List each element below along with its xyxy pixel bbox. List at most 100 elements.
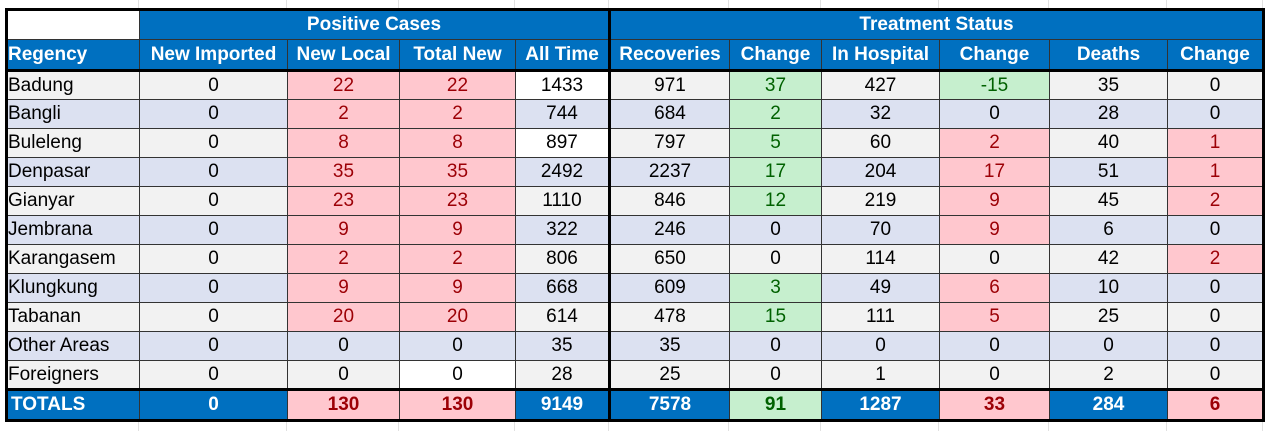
regency-cell[interactable]: Badung xyxy=(5,70,140,100)
total-new-cell[interactable]: 0 xyxy=(399,331,516,361)
total-new-cell[interactable]: 23 xyxy=(399,186,516,216)
col-header-in-hospital[interactable]: In Hospital xyxy=(821,39,940,72)
totals-label[interactable]: TOTALS xyxy=(5,388,140,422)
total-new-cell[interactable]: 9 xyxy=(399,215,516,245)
new-imported-cell[interactable]: 0 xyxy=(139,99,288,129)
total-new-cell[interactable]: 9 xyxy=(399,273,516,303)
recoveries-change-cell[interactable]: 0 xyxy=(729,244,822,274)
regency-cell[interactable]: Bangli xyxy=(5,99,140,129)
new-local-cell[interactable]: 9 xyxy=(287,273,400,303)
deaths-change-cell[interactable]: 2 xyxy=(1167,186,1265,216)
total-new-cell[interactable]: 35 xyxy=(399,157,516,187)
hospital-change-cell[interactable]: 9 xyxy=(939,215,1050,245)
col-header-regency[interactable]: Regency xyxy=(5,39,140,72)
new-imported-cell[interactable]: 0 xyxy=(139,70,288,100)
col-header-all-time[interactable]: All Time xyxy=(515,39,611,72)
deaths-change-cell[interactable]: 0 xyxy=(1167,99,1265,129)
col-header-new-imported[interactable]: New Imported xyxy=(139,39,288,72)
total-new-cell[interactable]: 2 xyxy=(399,99,516,129)
deaths-cell[interactable]: 0 xyxy=(1049,331,1168,361)
col-header-deaths[interactable]: Deaths xyxy=(1049,39,1168,72)
recoveries-cell[interactable]: 846 xyxy=(609,186,730,216)
new-imported-cell[interactable]: 0 xyxy=(139,244,288,274)
totals-deaths-change[interactable]: 6 xyxy=(1167,388,1265,422)
regency-cell[interactable]: Jembrana xyxy=(5,215,140,245)
deaths-cell[interactable]: 2 xyxy=(1049,360,1168,390)
recoveries-change-cell[interactable]: 17 xyxy=(729,157,822,187)
all-time-cell[interactable]: 614 xyxy=(515,302,611,332)
deaths-cell[interactable]: 10 xyxy=(1049,273,1168,303)
in-hospital-cell[interactable]: 49 xyxy=(821,273,940,303)
recoveries-change-cell[interactable]: 0 xyxy=(729,215,822,245)
hospital-change-cell[interactable]: 6 xyxy=(939,273,1050,303)
col-header-recoveries[interactable]: Recoveries xyxy=(609,39,730,72)
all-time-cell[interactable]: 2492 xyxy=(515,157,611,187)
new-imported-cell[interactable]: 0 xyxy=(139,157,288,187)
total-new-cell[interactable]: 2 xyxy=(399,244,516,274)
regency-cell[interactable]: Tabanan xyxy=(5,302,140,332)
recoveries-cell[interactable]: 797 xyxy=(609,128,730,158)
in-hospital-cell[interactable]: 1 xyxy=(821,360,940,390)
in-hospital-cell[interactable]: 114 xyxy=(821,244,940,274)
totals-recoveries[interactable]: 7578 xyxy=(609,388,730,422)
all-time-cell[interactable]: 806 xyxy=(515,244,611,274)
deaths-cell[interactable]: 6 xyxy=(1049,215,1168,245)
empty-header-cell[interactable] xyxy=(5,8,140,40)
total-new-cell[interactable]: 8 xyxy=(399,128,516,158)
deaths-change-cell[interactable]: 0 xyxy=(1167,302,1265,332)
deaths-cell[interactable]: 25 xyxy=(1049,302,1168,332)
in-hospital-cell[interactable]: 219 xyxy=(821,186,940,216)
hospital-change-cell[interactable]: 5 xyxy=(939,302,1050,332)
hospital-change-cell[interactable]: 0 xyxy=(939,360,1050,390)
deaths-change-cell[interactable]: 0 xyxy=(1167,215,1265,245)
col-header-deaths-change[interactable]: Change xyxy=(1167,39,1265,72)
recoveries-change-cell[interactable]: 15 xyxy=(729,302,822,332)
new-imported-cell[interactable]: 0 xyxy=(139,302,288,332)
col-header-total-new[interactable]: Total New xyxy=(399,39,516,72)
deaths-change-cell[interactable]: 0 xyxy=(1167,331,1265,361)
new-imported-cell[interactable]: 0 xyxy=(139,331,288,361)
deaths-cell[interactable]: 35 xyxy=(1049,70,1168,100)
deaths-cell[interactable]: 42 xyxy=(1049,244,1168,274)
recoveries-cell[interactable]: 478 xyxy=(609,302,730,332)
col-header-new-local[interactable]: New Local xyxy=(287,39,400,72)
col-header-hospital-change[interactable]: Change xyxy=(939,39,1050,72)
deaths-change-cell[interactable]: 2 xyxy=(1167,244,1265,274)
all-time-cell[interactable]: 744 xyxy=(515,99,611,129)
recoveries-cell[interactable]: 971 xyxy=(609,70,730,100)
recoveries-cell[interactable]: 2237 xyxy=(609,157,730,187)
deaths-cell[interactable]: 40 xyxy=(1049,128,1168,158)
deaths-change-cell[interactable]: 1 xyxy=(1167,157,1265,187)
new-local-cell[interactable]: 0 xyxy=(287,360,400,390)
new-imported-cell[interactable]: 0 xyxy=(139,360,288,390)
hospital-change-cell[interactable]: 17 xyxy=(939,157,1050,187)
totals-deaths[interactable]: 284 xyxy=(1049,388,1168,422)
in-hospital-cell[interactable]: 0 xyxy=(821,331,940,361)
new-imported-cell[interactable]: 0 xyxy=(139,128,288,158)
recoveries-change-cell[interactable]: 12 xyxy=(729,186,822,216)
new-imported-cell[interactable]: 0 xyxy=(139,215,288,245)
regency-cell[interactable]: Other Areas xyxy=(5,331,140,361)
totals-hospital-change[interactable]: 33 xyxy=(939,388,1050,422)
new-local-cell[interactable]: 0 xyxy=(287,331,400,361)
new-local-cell[interactable]: 2 xyxy=(287,99,400,129)
col-header-recoveries-change[interactable]: Change xyxy=(729,39,822,72)
hospital-change-cell[interactable]: 9 xyxy=(939,186,1050,216)
all-time-cell[interactable]: 897 xyxy=(515,128,611,158)
deaths-change-cell[interactable]: 0 xyxy=(1167,360,1265,390)
deaths-cell[interactable]: 45 xyxy=(1049,186,1168,216)
recoveries-cell[interactable]: 650 xyxy=(609,244,730,274)
new-local-cell[interactable]: 9 xyxy=(287,215,400,245)
new-local-cell[interactable]: 23 xyxy=(287,186,400,216)
total-new-cell[interactable]: 20 xyxy=(399,302,516,332)
in-hospital-cell[interactable]: 204 xyxy=(821,157,940,187)
totals-total-new[interactable]: 130 xyxy=(399,388,516,422)
totals-new-local[interactable]: 130 xyxy=(287,388,400,422)
all-time-cell[interactable]: 668 xyxy=(515,273,611,303)
recoveries-change-cell[interactable]: 3 xyxy=(729,273,822,303)
new-local-cell[interactable]: 35 xyxy=(287,157,400,187)
all-time-cell[interactable]: 1110 xyxy=(515,186,611,216)
recoveries-cell[interactable]: 35 xyxy=(609,331,730,361)
regency-cell[interactable]: Klungkung xyxy=(5,273,140,303)
hospital-change-cell[interactable]: 0 xyxy=(939,331,1050,361)
